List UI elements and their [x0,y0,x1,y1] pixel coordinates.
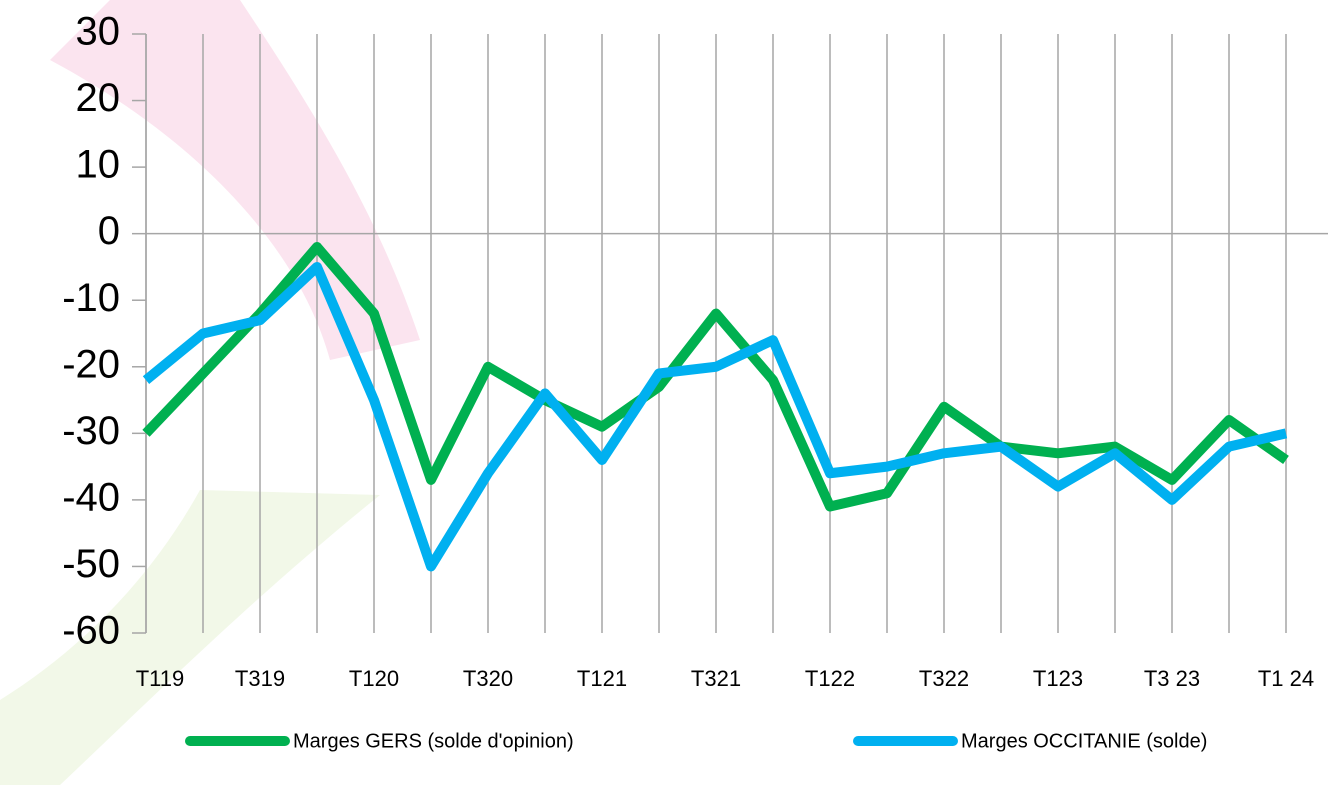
x-tick-label: T120 [349,666,399,691]
y-tick-label: 30 [76,10,121,54]
y-tick-label: -60 [62,609,120,653]
y-tick-label: -50 [62,542,120,586]
y-tick-label: -10 [62,276,120,320]
x-tick-label: T123 [1033,666,1083,691]
x-tick-label: T322 [919,666,969,691]
x-tick-label: T3 23 [1144,666,1200,691]
legend-label: Marges OCCITANIE (solde) [961,730,1207,752]
x-tick-label: T119 [136,666,185,691]
x-tick-label: T319 [235,666,285,691]
y-tick-label: -30 [62,409,120,453]
y-tick-label: 10 [76,143,121,187]
x-tick-label: T320 [463,666,513,691]
background-arc [50,0,420,360]
series-line [142,241,1289,512]
x-tick-label: T122 [805,666,855,691]
y-tick-label: 0 [98,209,120,253]
x-tick-label: T321 [691,666,741,691]
series-line [142,261,1288,572]
legend-label: Marges GERS (solde d'opinion) [293,730,574,752]
background-arc [0,490,380,785]
x-tick-label: T1 24 [1258,666,1314,691]
y-tick-label: -40 [62,475,120,519]
y-tick-label: -20 [62,342,120,386]
y-tick-label: 20 [76,76,121,120]
x-tick-label: T121 [577,666,627,691]
